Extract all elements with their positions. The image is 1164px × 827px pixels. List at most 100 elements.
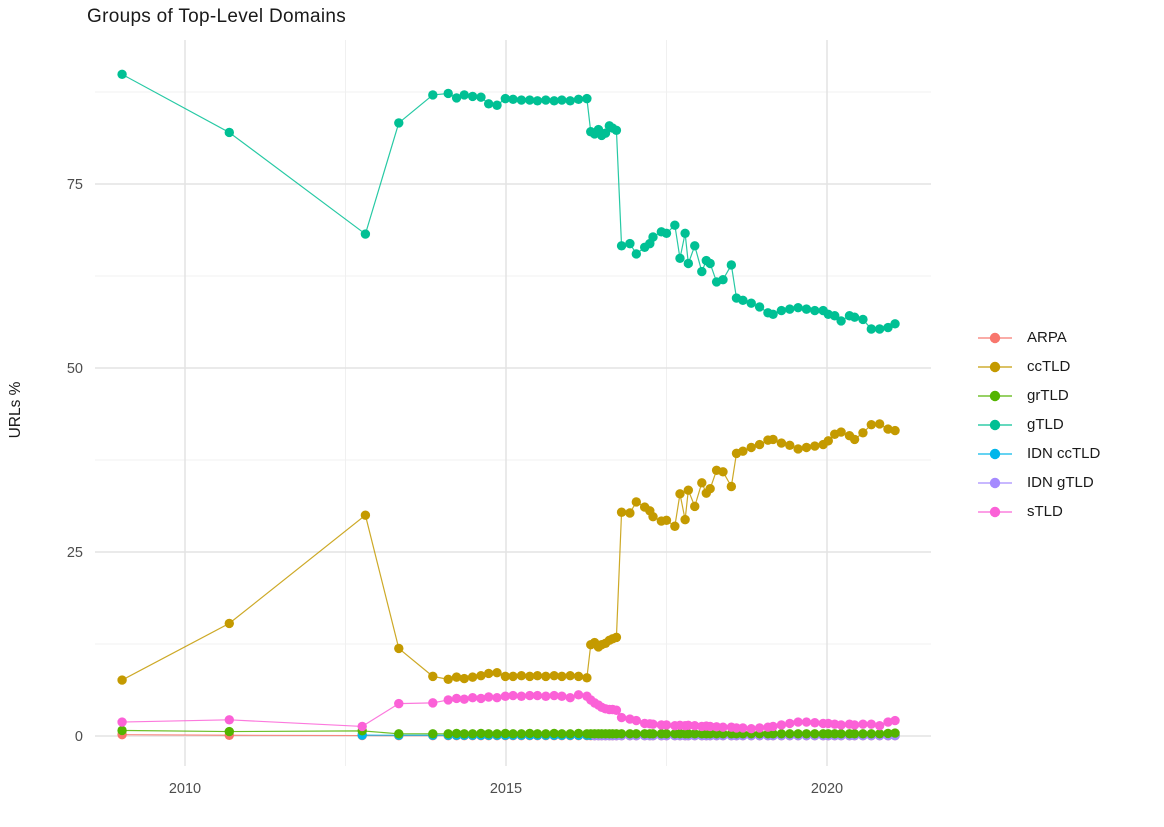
data-point (549, 690, 559, 701)
data-point (697, 266, 707, 277)
data-point (541, 691, 551, 701)
data-point (858, 428, 868, 438)
data-point (525, 671, 535, 682)
data-point (768, 729, 778, 739)
data-point (360, 510, 371, 520)
data-point (718, 729, 728, 739)
data-point (443, 674, 453, 685)
data-point (557, 691, 567, 701)
data-point (746, 298, 756, 308)
data-point (738, 446, 748, 456)
data-point (661, 729, 672, 739)
data-point (648, 232, 658, 242)
data-point (726, 260, 737, 270)
data-point (697, 478, 707, 488)
data-point (532, 96, 543, 106)
data-point (785, 729, 795, 739)
data-point (785, 440, 795, 450)
data-point (532, 670, 543, 681)
legend-label: ccTLD (1027, 358, 1071, 375)
data-point (483, 668, 494, 679)
data-point (541, 729, 551, 739)
data-point (532, 729, 543, 739)
data-point (866, 324, 876, 334)
data-point (648, 719, 658, 729)
data-point (776, 720, 787, 730)
data-point (476, 693, 486, 704)
data-point (883, 728, 893, 739)
data-point (810, 718, 820, 728)
data-point (768, 434, 778, 445)
y-tick-label: 25 (67, 545, 83, 561)
data-point (683, 485, 694, 495)
data-point (768, 721, 778, 732)
data-point (883, 424, 893, 434)
data-point (616, 712, 627, 723)
data-point (785, 718, 795, 729)
data-point (476, 728, 486, 739)
legend-key-icon (978, 477, 1012, 488)
data-point (428, 698, 438, 708)
legend-item-arpa: ARPA (977, 323, 1100, 352)
data-point (500, 691, 511, 701)
data-point (573, 690, 584, 700)
data-point (680, 514, 690, 525)
data-point (625, 508, 635, 518)
data-point (874, 720, 885, 731)
data-point (360, 229, 371, 239)
data-point (690, 501, 700, 512)
data-point (600, 128, 611, 138)
data-point (883, 717, 893, 727)
data-point (625, 238, 635, 249)
legend-key-icon (978, 361, 1012, 372)
data-point (557, 671, 567, 682)
data-point (117, 725, 127, 736)
legend-label: gTLD (1027, 416, 1064, 433)
data-point (549, 96, 559, 106)
data-point (793, 302, 803, 313)
data-point (785, 304, 795, 314)
data-point (525, 690, 535, 701)
data-point (726, 481, 737, 492)
data-point (532, 690, 543, 701)
y-tick-label: 50 (67, 361, 83, 377)
data-point (836, 720, 846, 730)
data-point (705, 258, 715, 269)
data-point (675, 253, 685, 264)
data-point (670, 521, 680, 531)
x-tick-label: 2010 (169, 781, 201, 797)
data-point (801, 729, 812, 739)
data-point (508, 729, 518, 739)
legend-label: IDN gTLD (1027, 474, 1094, 491)
y-tick-label: 0 (75, 729, 83, 745)
series-cctld (117, 419, 900, 685)
data-point (516, 691, 527, 701)
data-point (793, 444, 803, 454)
data-point (746, 723, 756, 734)
data-point (616, 241, 627, 251)
data-point (890, 715, 900, 726)
data-point (675, 489, 685, 499)
data-point (616, 507, 627, 517)
data-point (718, 722, 728, 732)
data-point (394, 729, 404, 739)
data-point (849, 720, 860, 730)
data-point (459, 694, 469, 704)
data-point (492, 100, 502, 110)
data-point (516, 95, 527, 105)
data-point (500, 93, 511, 104)
data-point (573, 94, 584, 105)
data-point (443, 88, 453, 99)
data-point (823, 436, 833, 446)
data-point (690, 720, 700, 731)
data-point (459, 673, 469, 684)
data-point (451, 728, 462, 739)
data-point (516, 670, 527, 681)
data-point (683, 258, 694, 269)
data-point (836, 427, 846, 437)
data-point (611, 705, 622, 715)
data-point (810, 441, 820, 451)
data-point (810, 305, 820, 316)
